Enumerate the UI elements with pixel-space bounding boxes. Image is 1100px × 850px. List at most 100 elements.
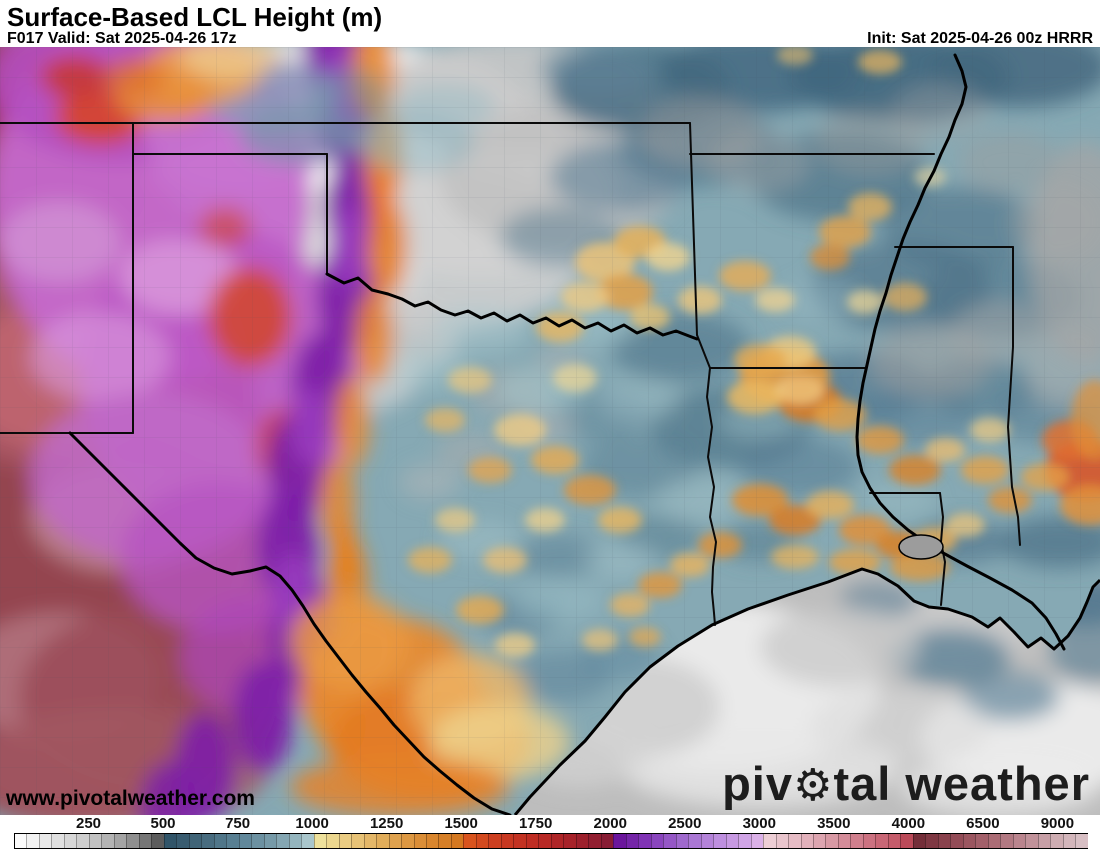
colorbar-segment: [351, 834, 364, 848]
colorbar-tick-label: 250: [75, 815, 102, 832]
colorbar-segment: [238, 834, 252, 848]
colorbar-segment: [788, 834, 801, 848]
pivotal-weather-logo: piv⚙tal weather: [722, 755, 1090, 815]
colorbar-segment: [850, 834, 863, 848]
colorbar-segment: [376, 834, 389, 848]
colorbar-segment: [101, 834, 114, 848]
colorbar-segment: [288, 834, 302, 848]
colorbar-segment: [475, 834, 489, 848]
colorbar-segment: [263, 834, 277, 848]
colorbar-segment: [600, 834, 614, 848]
colorbar-segment: [213, 834, 227, 848]
colorbar-segment: [563, 834, 576, 848]
colorbar-segment: [925, 834, 938, 848]
colorbar-segment: [1012, 834, 1026, 848]
colorbar-segment: [588, 834, 601, 848]
colorbar-tick-label: 1750: [518, 815, 553, 832]
lake-pontchartrain: [898, 534, 944, 560]
colorbar-segment: [138, 834, 152, 848]
colorbar-segment: [388, 834, 402, 848]
colorbar-segment: [226, 834, 239, 848]
colorbar-segment: [188, 834, 202, 848]
colorbar-segment: [151, 834, 164, 848]
colorbar-segment: [126, 834, 139, 848]
colorbar-segment: [625, 834, 639, 848]
colorbar-segment: [63, 834, 77, 848]
rivers: [68, 53, 1066, 815]
colorbar-segment: [1025, 834, 1038, 848]
coastline: [513, 567, 1100, 815]
colorbar-area: 250 500 750 1000 1250 1500 1750 2000 2500 3000 350…: [0, 815, 1100, 850]
map-canvas: www.pivotalweather.com piv⚙tal weather: [0, 47, 1100, 815]
gear-icon: ⚙: [793, 761, 834, 810]
colorbar-segment: [862, 834, 876, 848]
colorbar-segment: [800, 834, 813, 848]
colorbar-segment: [675, 834, 689, 848]
colorbar-segment: [738, 834, 751, 848]
colorbar-segment: [937, 834, 951, 848]
colorbar-segment: [326, 834, 339, 848]
colorbar-segment: [912, 834, 926, 848]
colorbar-segment: [725, 834, 739, 848]
colorbar-segment: [401, 834, 414, 848]
colorbar-tick-label: 2000: [593, 815, 627, 832]
colorbar-segment: [76, 834, 89, 848]
colorbar-segment: [688, 834, 701, 848]
colorbar-tick-label: 6500: [966, 815, 1000, 832]
watermark-url: www.pivotalweather.com: [6, 787, 255, 810]
colorbar-segment: [875, 834, 888, 848]
colorbar-segment: [338, 834, 352, 848]
colorbar-segment: [413, 834, 426, 848]
colorbar-tick-label: 1000: [295, 815, 329, 832]
colorbar-segment: [51, 834, 64, 848]
colorbar-segment: [1062, 834, 1076, 848]
colorbar-segment: [750, 834, 764, 848]
logo-text-piv: piv: [722, 757, 793, 810]
state-borders: [0, 122, 1021, 626]
map-header: Surface-Based LCL Height (m) F017 Valid:…: [0, 0, 1100, 47]
lcl-height-map: [0, 47, 1100, 815]
colorbar-tick-label: 500: [150, 815, 176, 832]
colorbar: [14, 833, 1088, 849]
colorbar-segment: [775, 834, 789, 848]
colorbar-tick-label: 1500: [444, 815, 478, 832]
colorbar-segment: [837, 834, 851, 848]
colorbar-segment: [15, 834, 27, 848]
colorbar-segment: [201, 834, 214, 848]
colorbar-segment: [962, 834, 976, 848]
colorbar-segment: [500, 834, 514, 848]
colorbar-segment: [1000, 834, 1013, 848]
colorbar-segment: [950, 834, 963, 848]
colorbar-segment: [550, 834, 564, 848]
colorbar-segment: [1050, 834, 1063, 848]
colorbar-segment: [663, 834, 676, 848]
colorbar-segment: [513, 834, 526, 848]
colorbar-segment: [176, 834, 189, 848]
colorbar-segment: [1075, 834, 1088, 848]
colorbar-segment: [575, 834, 589, 848]
colorbar-segment: [525, 834, 539, 848]
colorbar-tick-label: 750: [225, 815, 251, 832]
colorbar-segment: [251, 834, 264, 848]
colorbar-segment: [26, 834, 39, 848]
colorbar-tick-label: 1250: [369, 815, 404, 832]
colorbar-segment: [650, 834, 664, 848]
colorbar-segment: [276, 834, 289, 848]
colorbar-segment: [363, 834, 377, 848]
colorbar-segment: [613, 834, 626, 848]
forecast-valid-label: F017 Valid: Sat 2025-04-26 17z: [7, 30, 237, 47]
colorbar-segment: [987, 834, 1001, 848]
colorbar-segment: [1037, 834, 1051, 848]
colorbar-segment: [163, 834, 177, 848]
colorbar-segment: [88, 834, 102, 848]
colorbar-segment: [38, 834, 52, 848]
colorbar-segment: [313, 834, 327, 848]
colorbar-tick-label: 4000: [891, 815, 926, 832]
colorbar-segment: [113, 834, 127, 848]
colorbar-tick-label: 2500: [668, 815, 702, 832]
colorbar-segment: [301, 834, 314, 848]
logo-text-tal-weather: tal weather: [833, 757, 1090, 810]
colorbar-tick-label: 3500: [817, 815, 851, 832]
colorbar-segment: [825, 834, 838, 848]
